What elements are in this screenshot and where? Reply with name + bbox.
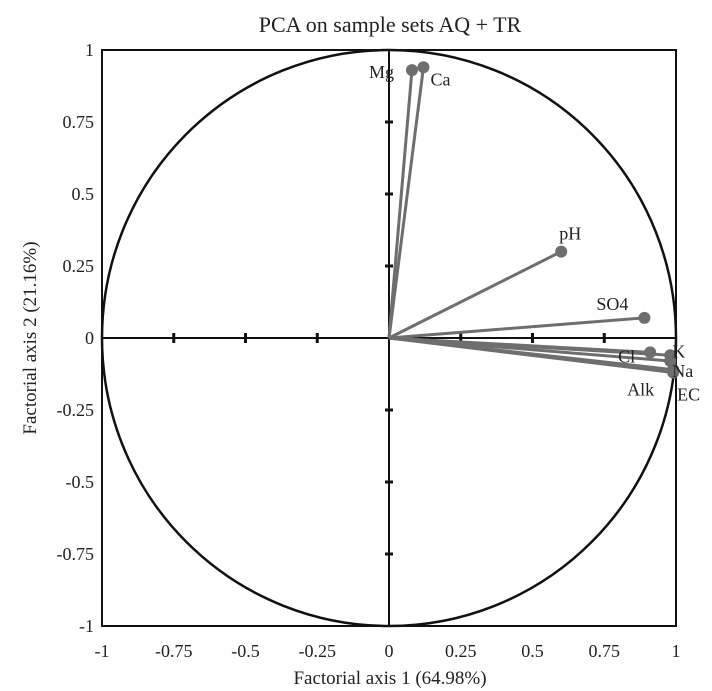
y-tick-label: 1 bbox=[85, 40, 94, 60]
loading-vector bbox=[388, 316, 645, 340]
loading-point bbox=[555, 245, 568, 258]
loading-vector bbox=[387, 67, 425, 339]
x-tick-label: 1 bbox=[672, 641, 681, 661]
chart-title: PCA on sample sets AQ + TR bbox=[259, 12, 522, 37]
x-tick-label: 0.5 bbox=[521, 641, 544, 661]
variable-label: Cl bbox=[618, 346, 635, 366]
y-tick-label: 0.75 bbox=[63, 112, 95, 132]
loading-vector bbox=[387, 70, 414, 339]
x-tick-label: 0.25 bbox=[445, 641, 477, 661]
loading-vector bbox=[388, 336, 674, 375]
y-tick-label: -0.5 bbox=[66, 472, 95, 492]
variable-label: Alk bbox=[627, 380, 654, 400]
loading-point bbox=[638, 311, 651, 324]
y-tick-label: 0.5 bbox=[72, 184, 95, 204]
loading-point bbox=[417, 61, 430, 74]
variable-label: Na bbox=[672, 361, 693, 381]
x-tick-label: -0.5 bbox=[231, 641, 260, 661]
x-tick-label: -0.25 bbox=[299, 641, 337, 661]
x-tick-label: -0.75 bbox=[155, 641, 193, 661]
y-tick-label: 0.25 bbox=[63, 256, 95, 276]
variable-label: Ca bbox=[430, 69, 450, 89]
y-tick-label: -1 bbox=[79, 616, 94, 636]
variable-label: Mg bbox=[369, 62, 394, 82]
variable-label: pH bbox=[559, 224, 581, 244]
variable-label: K bbox=[672, 341, 685, 361]
x-axis-title: Factorial axis 1 (64.98%) bbox=[293, 668, 486, 689]
y-tick-label: 0 bbox=[85, 328, 94, 348]
loading-point bbox=[667, 366, 680, 379]
y-axis-title: Factorial axis 2 (21.16%) bbox=[20, 241, 41, 434]
x-tick-label: 0.75 bbox=[589, 641, 621, 661]
x-tick-label: 0 bbox=[385, 641, 394, 661]
loading-point bbox=[405, 64, 418, 77]
x-tick-label: -1 bbox=[95, 641, 110, 661]
y-tick-label: -0.25 bbox=[57, 400, 95, 420]
variable-label: SO4 bbox=[596, 294, 628, 314]
variable-label: EC bbox=[677, 385, 700, 405]
loading-vector bbox=[388, 250, 562, 340]
y-tick-label: -0.75 bbox=[57, 544, 95, 564]
